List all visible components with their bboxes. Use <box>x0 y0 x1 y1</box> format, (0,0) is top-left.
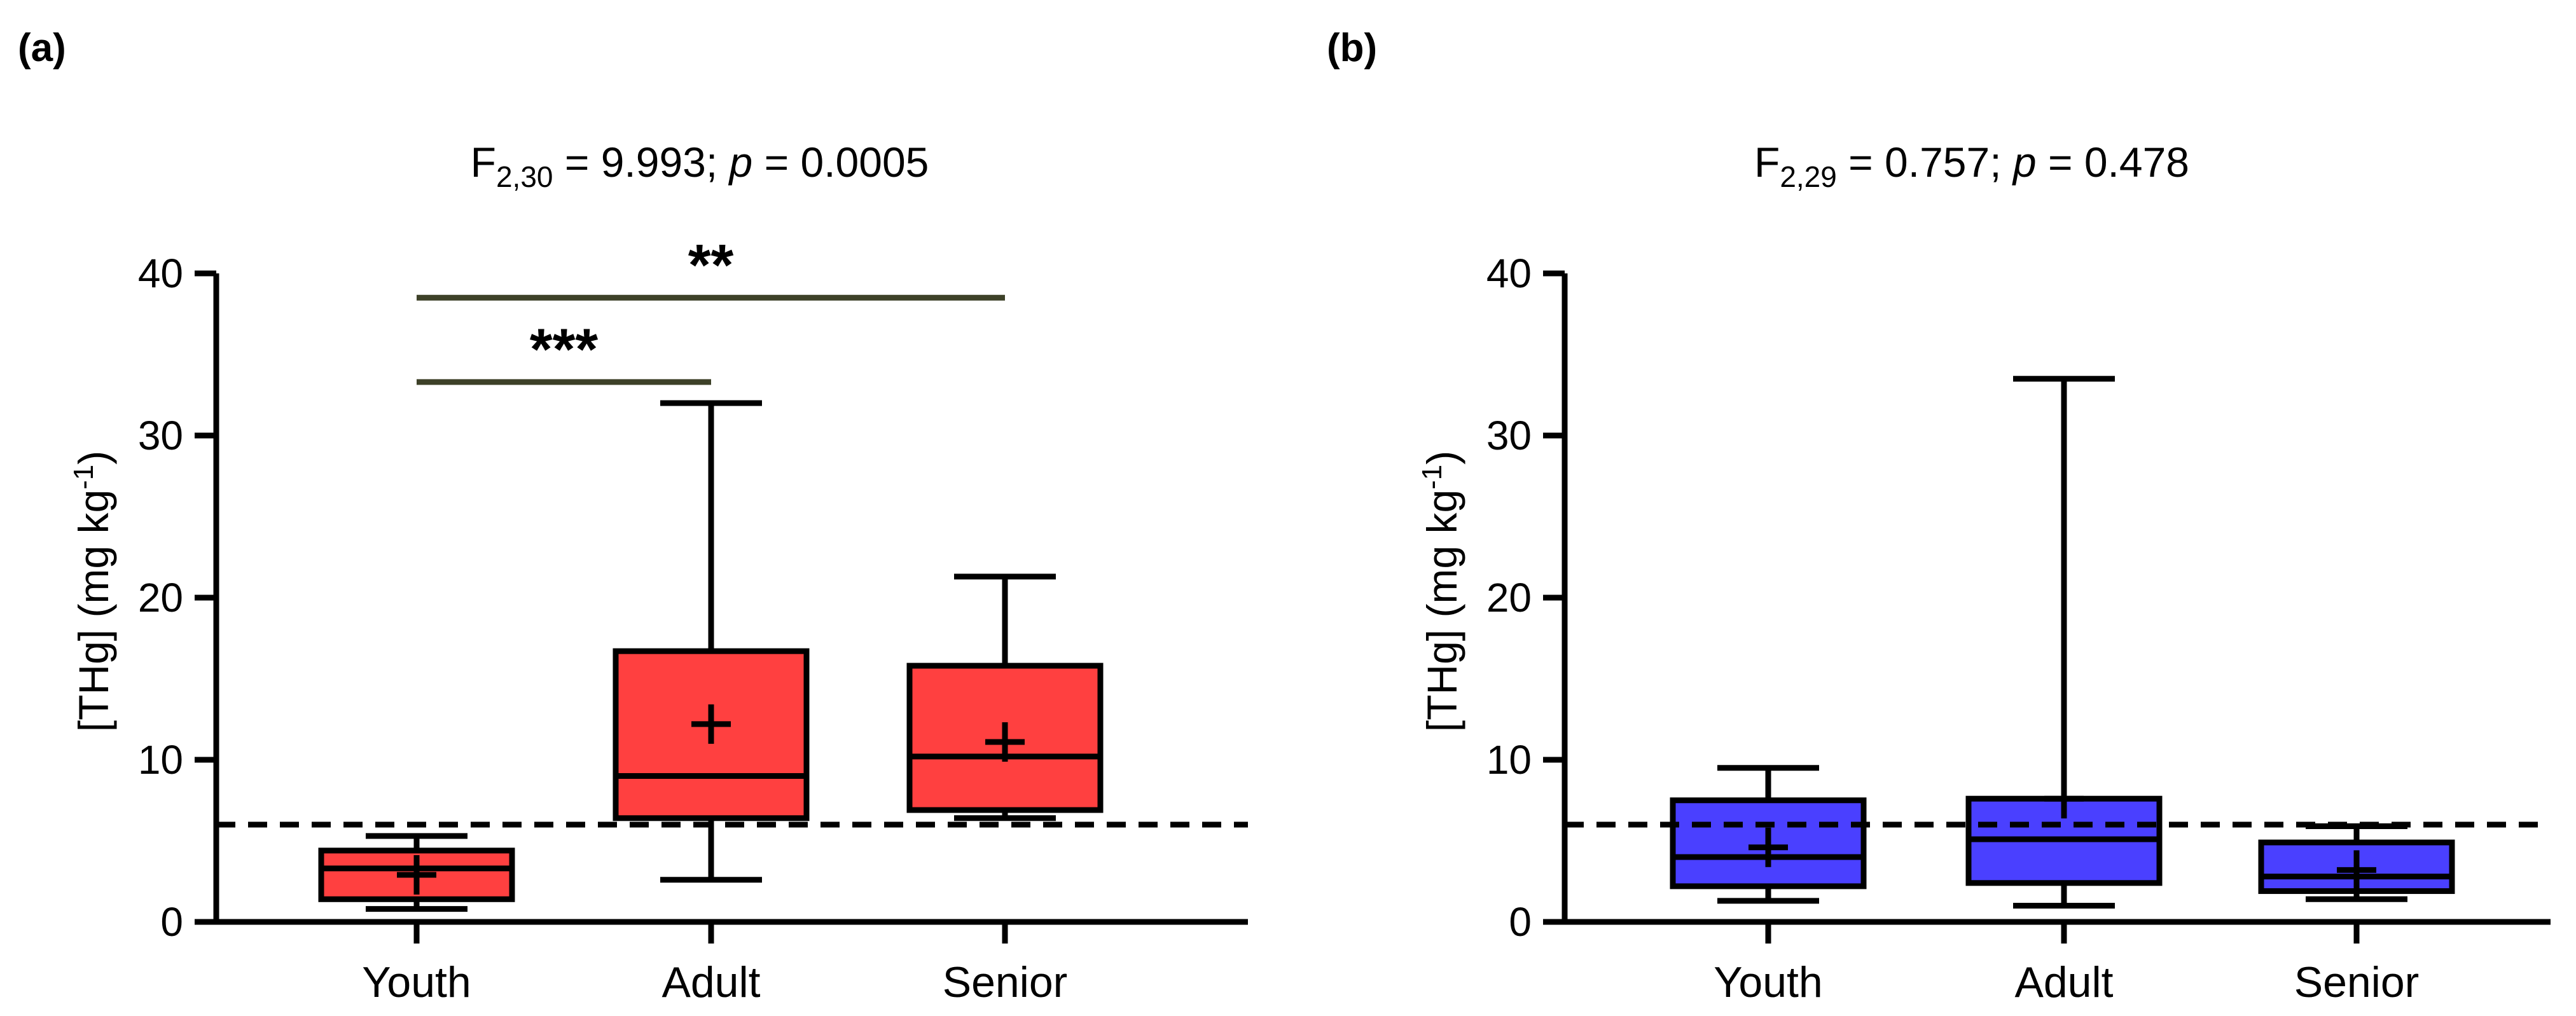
panel-b-ylabel-sup: -1 <box>1416 465 1448 490</box>
panel-b-title-main: F <box>1754 139 1780 186</box>
panel-a-ylabel-sup: -1 <box>68 465 99 490</box>
panel-b: (b) F2,29 = 0.757; p = 0.478 [THg] (mg k… <box>1327 26 2551 1006</box>
panel-b-title: F2,29 = 0.757; p = 0.478 <box>1754 139 2189 193</box>
panel-b-y-tick-label-0: 0 <box>1509 899 1532 945</box>
panel-a-category-label-adult: Adult <box>662 958 761 1006</box>
panel-a-title-p: p <box>728 139 753 186</box>
panel-a-title-main: F <box>471 139 496 186</box>
panel-b-plot: 0 10 20 30 40 Youth Adult Senior <box>1486 251 2551 1006</box>
panel-a-ylabel-main: [THg] (mg kg <box>70 490 117 732</box>
panel-b-ylabel-close: ) <box>1418 451 1465 465</box>
panel-a-y-tick-label-4: 40 <box>138 251 183 296</box>
panel-b-y-tick-label-3: 30 <box>1486 413 1532 458</box>
panel-b-box-senior-group <box>2258 823 2455 902</box>
panel-b-y-tick-label-1: 10 <box>1486 737 1532 783</box>
panel-a-y-tick-label-1: 10 <box>138 737 183 783</box>
panel-a-box-youth-group <box>318 833 515 912</box>
panel-a-label: (a) <box>18 26 66 70</box>
panel-b-title-suffix: = 0.478 <box>2037 139 2189 186</box>
panel-b-title-p: p <box>2012 139 2037 186</box>
panel-b-box-adult-group <box>1965 376 2163 909</box>
panel-b-ylabel: [THg] (mg kg-1) <box>1416 451 1465 732</box>
panel-a-y-tick-label-3: 30 <box>138 413 183 458</box>
panel-b-title-prefix: = 0.757; <box>1837 139 2013 186</box>
panel-a: (a) F2,30 = 9.993; p = 0.0005 [THg] (mg … <box>18 26 1248 1006</box>
panel-b-y-tick-label-2: 20 <box>1486 575 1532 621</box>
panel-a-category-label-senior: Senior <box>943 958 1068 1006</box>
panel-a-y-tick-label-0: 0 <box>160 899 183 945</box>
panel-b-box-youth-body <box>1670 797 1867 889</box>
panel-a-title: F2,30 = 9.993; p = 0.0005 <box>471 139 929 193</box>
panel-a-ylabel: [THg] (mg kg-1) <box>68 451 117 732</box>
panel-b-box-youth-group <box>1670 765 1867 904</box>
panel-b-category-label-senior: Senior <box>2294 958 2420 1006</box>
panel-b-title-subscript: 2,29 <box>1780 160 1837 193</box>
panel-a-significance-label-0: *** <box>530 317 599 382</box>
panel-a-title-prefix: = 9.993; <box>553 139 729 186</box>
panel-a-category-label-youth: Youth <box>362 958 471 1006</box>
panel-b-category-label-adult: Adult <box>2015 958 2114 1006</box>
panel-a-title-subscript: 2,30 <box>496 160 553 193</box>
panel-a-box-senior-group <box>906 573 1104 821</box>
panel-b-y-tick-label-4: 40 <box>1486 251 1532 296</box>
panel-b-ylabel-main: [THg] (mg kg <box>1418 490 1465 732</box>
panel-a-title-suffix: = 0.0005 <box>752 139 929 186</box>
panel-a-y-tick-label-2: 20 <box>138 575 183 621</box>
panel-a-significance-label-1: ** <box>688 233 734 298</box>
panel-a-box-adult-group <box>613 400 810 883</box>
panel-b-category-label-youth: Youth <box>1714 958 1822 1006</box>
panel-a-ylabel-close: ) <box>70 451 117 465</box>
panel-b-label: (b) <box>1327 26 1377 70</box>
